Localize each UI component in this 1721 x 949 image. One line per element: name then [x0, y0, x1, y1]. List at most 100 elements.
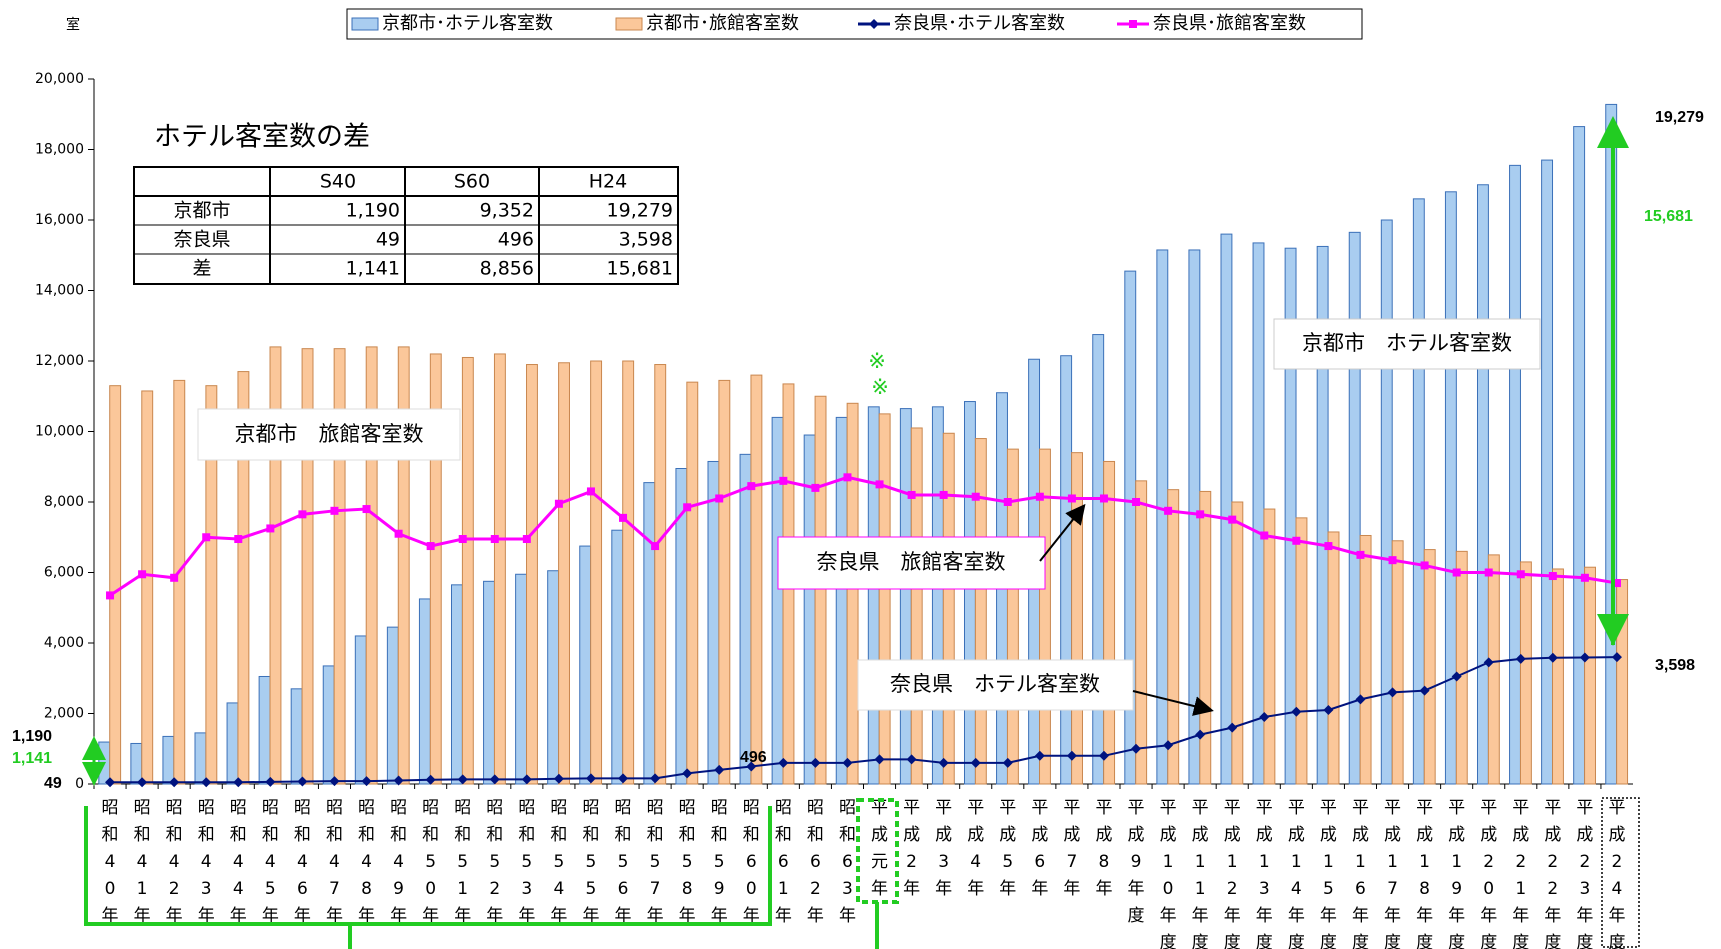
- bar: [1444, 191, 1457, 785]
- x-tick-label: 平成 1 3 年度: [1256, 798, 1273, 949]
- y-tick-label: 20,000: [35, 71, 84, 87]
- bar: [397, 346, 410, 785]
- x-tick-label: 昭和 5 8 年: [679, 798, 696, 926]
- table-cell: 8,856: [480, 258, 534, 280]
- point: [842, 757, 853, 768]
- x-tick-label: 昭和 4 1 年: [134, 798, 151, 926]
- bar: [974, 438, 987, 785]
- point: [1228, 515, 1237, 524]
- point: [1483, 657, 1494, 668]
- point: [1002, 757, 1013, 768]
- bar: [814, 395, 827, 785]
- bar: [173, 379, 186, 785]
- table-cell: 3,598: [619, 229, 673, 251]
- x-tick-label: 平成 2 1 年度: [1512, 798, 1529, 949]
- bar: [579, 545, 592, 785]
- bar: [878, 413, 891, 785]
- unit-label: 室: [66, 16, 80, 33]
- x-tick-label: 昭和 4 8 年: [358, 798, 375, 926]
- x-tick-label: 平成 9 年度: [1128, 798, 1145, 926]
- bar: [1316, 245, 1329, 785]
- bar: [1103, 460, 1116, 785]
- point: [1099, 494, 1108, 503]
- bar: [450, 584, 463, 785]
- point: [1547, 652, 1558, 663]
- x-tick-label: 昭和 4 6 年: [294, 798, 311, 926]
- point: [393, 775, 404, 786]
- bar: [771, 416, 784, 785]
- x-tick-label: 平成 1 5 年度: [1320, 798, 1337, 949]
- bar: [301, 348, 314, 785]
- y-tick-label: 16,000: [35, 212, 84, 228]
- legend-label: 奈良県･ホテル客室数: [894, 13, 1065, 34]
- bar: [461, 356, 474, 785]
- point: [1291, 706, 1302, 717]
- y-tick-label: 0: [75, 776, 84, 792]
- bar: [205, 385, 218, 785]
- table-cell: 京都市: [173, 200, 230, 222]
- point: [1548, 572, 1557, 581]
- point: [779, 476, 788, 485]
- bar: [290, 688, 303, 785]
- x-tick-label: 平成 1 1 年度: [1192, 798, 1209, 949]
- point: [330, 506, 339, 515]
- legend-label: 奈良県･旅館客室数: [1153, 13, 1306, 34]
- point: [522, 535, 531, 544]
- y-tick-label: 2,000: [44, 706, 84, 722]
- mid-label: 496: [740, 749, 767, 766]
- y-tick-label: 12,000: [35, 353, 84, 369]
- bar: [515, 573, 528, 785]
- point: [1484, 568, 1493, 577]
- point: [1066, 750, 1077, 761]
- callout-box: [777, 536, 1046, 590]
- bar: [1295, 517, 1308, 785]
- bar: [483, 580, 495, 785]
- bar: [1509, 164, 1521, 785]
- bar: [162, 735, 175, 785]
- table-cell: 1,141: [346, 258, 400, 280]
- callout-box: [857, 659, 1134, 711]
- bar: [1348, 231, 1361, 785]
- bar: [354, 635, 367, 785]
- table-cell: 9,352: [480, 200, 534, 222]
- bar: [622, 360, 635, 785]
- point: [1227, 722, 1238, 733]
- bar: [1327, 531, 1340, 785]
- diff-label: 15,681: [1644, 208, 1693, 225]
- point: [1419, 685, 1430, 696]
- point: [329, 776, 340, 787]
- end-label: 19,279: [1655, 109, 1704, 126]
- bar: [750, 374, 763, 785]
- point: [618, 773, 629, 784]
- point: [1515, 653, 1526, 664]
- bar: [1092, 334, 1105, 785]
- point: [1132, 498, 1141, 506]
- point: [778, 757, 789, 768]
- bar: [1541, 159, 1554, 785]
- table-cell: 奈良県: [173, 229, 230, 251]
- callout: 京都市 旅館客室数: [235, 422, 424, 446]
- x-tick-label: 昭和 5 4 年: [550, 798, 567, 926]
- bar: [493, 353, 506, 785]
- point: [715, 494, 724, 503]
- bar: [1220, 233, 1233, 785]
- x-tick-label: 平成 5 年: [999, 798, 1016, 899]
- point: [682, 768, 693, 779]
- callout-arrow: [1132, 690, 1214, 716]
- x-tick-label: 昭和 4 0 年: [102, 798, 119, 926]
- point: [1131, 743, 1142, 754]
- x-tick-label: 平成 1 0 年度: [1160, 798, 1177, 949]
- end-label: 3,598: [1655, 657, 1695, 674]
- point: [297, 776, 308, 787]
- bar: [590, 360, 603, 785]
- bar: [418, 598, 431, 785]
- legend-swatch: [351, 17, 379, 31]
- x-tick-label: 平成 7 年: [1063, 798, 1080, 899]
- point: [298, 510, 307, 519]
- bar: [333, 348, 346, 785]
- x-tick-label: 平成 2 3 年度: [1576, 798, 1593, 949]
- callout: 奈良県 旅館客室数: [817, 550, 1006, 574]
- point: [1323, 704, 1334, 715]
- bar: [258, 675, 271, 785]
- point: [619, 513, 628, 522]
